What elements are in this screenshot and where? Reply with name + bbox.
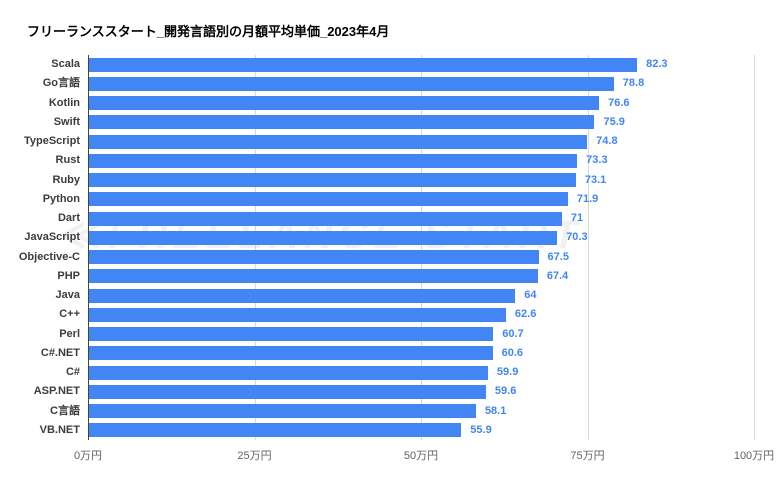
value-label: 59.6: [494, 385, 517, 398]
category-label: Kotlin: [48, 96, 80, 109]
value-label: 67.5: [547, 250, 569, 263]
bar: [89, 404, 476, 419]
category-label: C++: [59, 308, 80, 321]
value-label: 55.9: [470, 423, 492, 436]
value-label: 75.9: [603, 115, 625, 128]
bar: [89, 423, 462, 438]
category-label: Objective-C: [18, 250, 80, 263]
bar-row: JavaScript 70.3: [24, 228, 754, 247]
value-label: 73.1: [584, 173, 607, 186]
gridline: [421, 55, 422, 440]
bar-row: Go言語 78.8: [43, 74, 754, 93]
value-label: 73.3: [586, 154, 608, 167]
category-label: Go言語: [42, 77, 80, 90]
value-label: 67.4: [546, 269, 569, 282]
value-label: 71: [570, 212, 584, 224]
value-label: 59.9: [496, 366, 519, 378]
category-label: Perl: [59, 327, 80, 340]
x-axis-tick-label: 50万円: [403, 450, 439, 462]
category-label: Scala: [51, 58, 80, 70]
bar-row: Java 64: [56, 286, 754, 305]
value-label: 82.3: [646, 58, 668, 70]
bar-row: C#.NET 60.6: [41, 344, 754, 363]
category-label: TypeScript: [23, 135, 80, 147]
bar-row: Objective-C 67.5: [19, 248, 754, 267]
category-label: C#.NET: [40, 346, 80, 359]
bar-row: Kotlin 76.6: [49, 94, 754, 113]
value-label: 74.8: [596, 135, 618, 147]
value-label: 64: [524, 289, 537, 301]
bar: [89, 230, 558, 245]
category-label: C#: [65, 366, 80, 378]
bar-row: Scala 82.3: [51, 55, 754, 74]
y-axis-line: [88, 55, 89, 440]
x-axis-tick-label: 0万円: [73, 450, 103, 462]
bar-row: Python 71.9: [43, 190, 754, 209]
bar: [89, 384, 486, 399]
bar: [89, 57, 638, 72]
bar: [89, 327, 494, 342]
value-label: 62.6: [514, 308, 537, 321]
x-axis-tick-label: 75万円: [570, 450, 605, 462]
bar: [89, 115, 595, 130]
value-label: 60.6: [501, 346, 524, 359]
gridline: [587, 55, 589, 440]
bar-row: C# 59.9: [66, 363, 754, 382]
bar-row: C++ 62.6: [59, 305, 754, 324]
category-label: JavaScript: [24, 231, 80, 244]
bar: [89, 153, 578, 168]
bar: [89, 269, 538, 284]
bar: [89, 96, 600, 111]
bar: [89, 250, 539, 265]
category-label: Ruby: [52, 173, 81, 186]
plot-area: 0万円 25万円 50万円 75万円 100万円 Scala 82.3 Go言語 78.8 Kot…: [19, 55, 774, 462]
bar: [89, 192, 568, 207]
category-label: C言語: [50, 404, 80, 417]
bar-row: VB.NET 55.9: [40, 421, 754, 440]
bar-row: Swift 75.9: [54, 113, 754, 132]
bar-row: ASP.NET 59.6: [34, 382, 754, 401]
category-label: Java: [55, 289, 80, 301]
x-axis-tick-label: 25万円: [237, 450, 272, 462]
bar: [89, 288, 516, 303]
chart-title: フリーランススタート_開発言語別の月額平均単価_2023年4月: [27, 24, 390, 39]
bar: [89, 365, 488, 380]
bar-row: Ruby 73.1: [53, 171, 754, 190]
category-label: Swift: [53, 115, 80, 128]
value-label: 76.6: [608, 96, 630, 109]
bar: [89, 76, 614, 91]
category-label: ASP.NET: [33, 385, 80, 398]
category-label: Dart: [57, 212, 80, 224]
category-label: VB.NET: [39, 423, 80, 436]
bar: [89, 307, 506, 322]
value-label: 71.9: [576, 192, 599, 205]
bar-row: Dart 71: [58, 209, 754, 228]
bar-row: C言語 58.1: [50, 402, 754, 421]
x-axis-tick-label: 100万円: [733, 450, 775, 462]
bar-row: PHP 67.4: [57, 267, 754, 286]
value-label: 70.3: [566, 231, 588, 244]
bar-row: TypeScript 74.8: [24, 132, 754, 151]
value-label: 58.1: [484, 404, 507, 417]
bar: [89, 173, 576, 188]
bar: [89, 211, 562, 226]
category-label: Python: [42, 192, 80, 205]
value-label: 78.8: [622, 77, 645, 90]
bar-row: Perl 60.7: [59, 325, 754, 344]
gridline: [254, 55, 256, 440]
bar-row: Rust 73.3: [56, 151, 754, 170]
bar: [89, 134, 588, 149]
bar: [89, 346, 493, 361]
category-label: PHP: [57, 269, 80, 282]
category-label: Rust: [55, 154, 80, 167]
value-label: 60.7: [502, 327, 524, 340]
gridline: [754, 55, 755, 440]
